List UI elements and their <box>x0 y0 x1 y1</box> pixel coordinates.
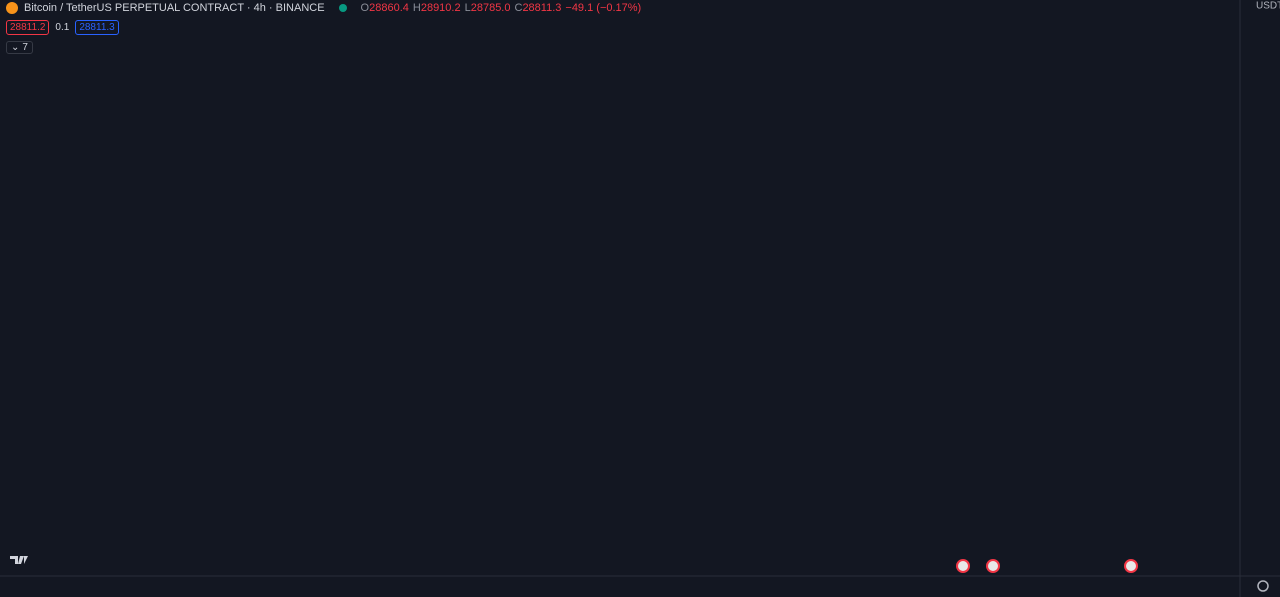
chevron: ⌄ <box>11 42 20 53</box>
symbol-icon <box>6 2 18 14</box>
logo <box>10 556 28 564</box>
settings-icon[interactable] <box>1257 580 1269 592</box>
ohlc-value: 28811.3 <box>522 2 562 14</box>
event-icon[interactable] <box>986 559 1000 573</box>
ohlc-label: L <box>464 2 471 14</box>
event-icons <box>956 559 1138 573</box>
ohlc: O28860.4 H28910.2 L28785.0 C28811.3 −49.1 (−… <box>361 2 646 14</box>
change: −49.1 (−0.17%) <box>565 2 642 14</box>
symbol[interactable]: Bitcoin / TetherUS PERPETUAL CONTRACT · … <box>24 2 325 14</box>
ohlc-label: O <box>360 2 370 14</box>
ohlc-label: H <box>412 2 421 14</box>
ohlc-value: 28860.4 <box>369 2 409 14</box>
spread: 0.1 <box>55 22 70 33</box>
indicators-toggle[interactable]: ⌄ 7 <box>6 41 33 54</box>
ohlc-value: 28785.0 <box>470 2 511 14</box>
ohlc-value: 28910.2 <box>420 2 461 14</box>
ask[interactable]: 28811.3 <box>75 20 119 35</box>
ohlc-label: C <box>514 2 523 14</box>
header: Bitcoin / TetherUS PERPETUAL CONTRACT · … <box>0 0 1240 60</box>
bid[interactable]: 28811.2 <box>6 20 50 35</box>
status-dot <box>338 4 347 12</box>
event-icon[interactable] <box>956 559 970 573</box>
indicator-count: 7 <box>22 42 28 53</box>
legend-row: Bitcoin / TetherUS PERPETUAL CONTRACT · … <box>6 2 645 14</box>
currency[interactable]: USDT <box>1256 1 1280 12</box>
event-icon[interactable] <box>1124 559 1138 573</box>
trade-row: 28811.2 0.1 28811.3 <box>6 20 119 35</box>
